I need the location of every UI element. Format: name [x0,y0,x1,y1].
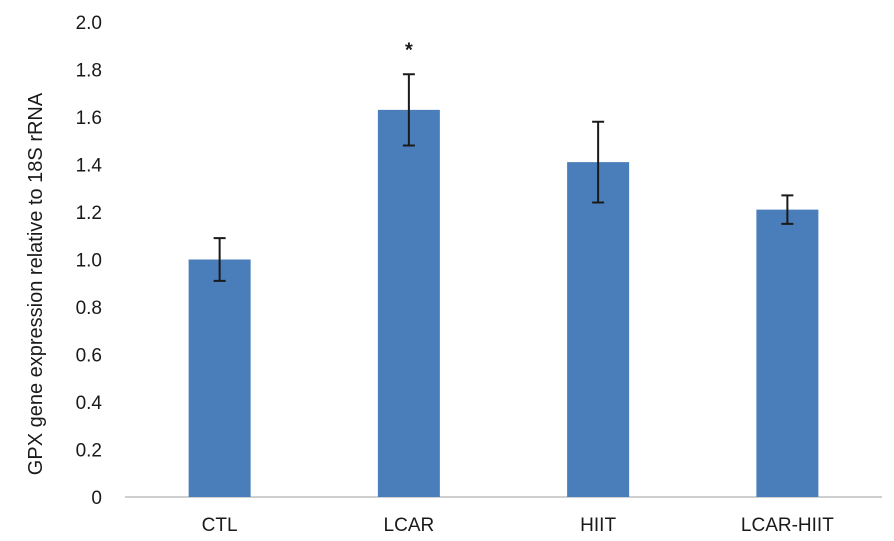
bars-group: * [188,39,819,497]
y-tick-label: 2.0 [76,13,102,34]
y-tick-label: 1.6 [76,108,102,129]
y-axis-ticks: 0 0.2 0.4 0.6 0.8 1.0 1.2 1.4 1.6 1.8 2.0 [76,13,103,509]
y-tick-label: 1.0 [76,251,102,272]
y-tick-label: 0.8 [76,298,102,319]
x-category-label: HIIT [580,515,616,536]
x-category-label: CTL [202,515,238,536]
bar [377,109,440,497]
y-tick-label: 1.4 [76,156,103,177]
y-tick-label: 0.2 [76,441,102,462]
category-labels: CTL LCAR HIIT LCAR-HIIT [202,515,835,536]
y-tick-label: 0.4 [76,393,103,414]
y-tick-label: 0.6 [76,346,102,367]
y-tick-label: 1.2 [76,203,102,224]
significance-marker: * [405,39,413,61]
x-category-label: LCAR-HIIT [741,515,834,536]
x-category-label: LCAR [384,515,435,536]
y-tick-label: 1.8 [76,61,102,82]
y-axis-title: GPX gene expression relative to 18S rRNA [25,92,47,475]
bar [756,209,819,497]
bar [567,162,630,497]
y-tick-label: 0 [91,488,102,509]
bar [188,259,251,497]
